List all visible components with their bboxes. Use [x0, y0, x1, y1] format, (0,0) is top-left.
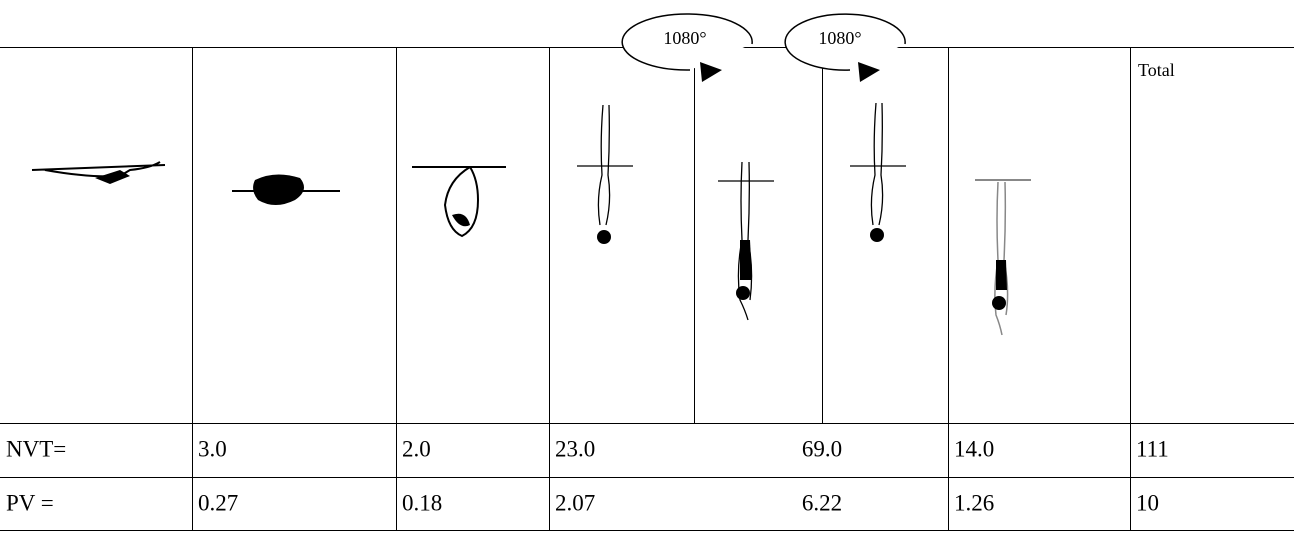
figure-stroke [870, 102, 884, 226]
table-grid [0, 47, 1294, 531]
arrow-head [858, 62, 880, 82]
figure-fill [452, 213, 470, 227]
table-cell: 111 [1136, 436, 1169, 461]
table-cell: 0.27 [198, 490, 238, 515]
figure-fill [992, 296, 1006, 310]
table-cell: 1.26 [954, 490, 994, 515]
diver-figure [718, 161, 774, 321]
arrow-head [700, 62, 722, 82]
figure-stroke [737, 161, 753, 321]
table-cell: 2.0 [402, 436, 431, 461]
table-cell: NVT= [6, 436, 66, 461]
diver-figure [232, 174, 340, 205]
figure-fill [736, 286, 750, 300]
oval [621, 13, 753, 71]
figure-fill [95, 170, 130, 184]
table-cell: 0.18 [402, 490, 442, 515]
diver-figure [975, 179, 1031, 336]
diver-figure [31, 161, 166, 184]
table-cell: 2.07 [555, 490, 595, 515]
table-cell: 14.0 [954, 436, 994, 461]
figure-stroke [31, 161, 166, 178]
diver-figure [577, 104, 633, 244]
annotation-text: 1080° [663, 28, 706, 48]
figure-fill [253, 174, 304, 205]
header-cell: Total [1138, 60, 1175, 80]
rotation-annotation: 1080° [621, 13, 753, 82]
table-cell: 69.0 [802, 436, 842, 461]
figure-fill [996, 260, 1007, 290]
figure-stroke [597, 104, 611, 226]
figure-stroke [994, 181, 1009, 336]
figure-fill [740, 240, 752, 280]
table-cell: 6.22 [802, 490, 842, 515]
table-cell: 23.0 [555, 436, 595, 461]
table-cell: 3.0 [198, 436, 227, 461]
rotation-annotation: 1080° [784, 13, 906, 82]
figure-fill [870, 228, 884, 242]
annotation-text: 1080° [818, 28, 861, 48]
oval [784, 13, 906, 71]
diver-figure [850, 102, 906, 242]
table-cell: 10 [1136, 490, 1159, 515]
figure-fill [597, 230, 611, 244]
diver-figure [412, 166, 506, 238]
table-cell: PV = [6, 490, 54, 515]
figure-stroke [443, 166, 480, 238]
